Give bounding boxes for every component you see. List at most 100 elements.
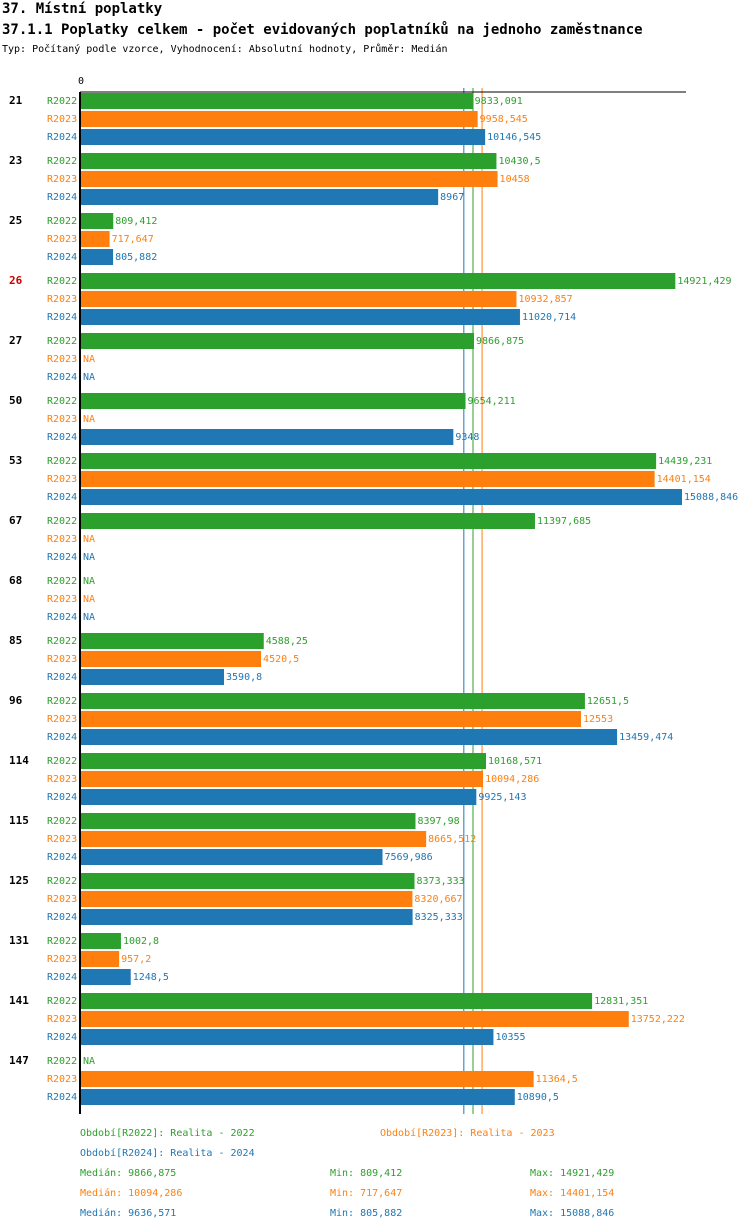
value-label: 11397,685 bbox=[537, 516, 591, 527]
bar-r2022 bbox=[81, 153, 497, 169]
value-label: 10890,5 bbox=[517, 1092, 559, 1103]
series-label: R2023 bbox=[47, 174, 77, 185]
bar-r2022 bbox=[81, 213, 114, 229]
value-label: 14921,429 bbox=[677, 276, 731, 287]
series-label: R2024 bbox=[47, 1032, 77, 1043]
value-label: 805,882 bbox=[115, 252, 157, 263]
value-label: 10168,571 bbox=[488, 756, 542, 767]
legend-median-r2024: Medián: 9636,571 bbox=[80, 1208, 177, 1219]
bar-r2022 bbox=[81, 633, 264, 649]
value-label: NA bbox=[83, 552, 95, 563]
value-label: 7569,986 bbox=[385, 852, 433, 863]
bar-r2022 bbox=[81, 873, 415, 889]
category-label: 141 bbox=[9, 994, 29, 1007]
value-label: NA bbox=[83, 534, 95, 545]
series-label: R2023 bbox=[47, 774, 77, 785]
bar-r2024 bbox=[81, 789, 477, 805]
series-label: R2023 bbox=[47, 834, 77, 845]
series-label: R2023 bbox=[47, 1014, 77, 1025]
value-label: 809,412 bbox=[115, 216, 157, 227]
bar-r2024 bbox=[81, 489, 682, 505]
series-label: R2023 bbox=[47, 114, 77, 125]
category-label: 68 bbox=[9, 574, 22, 587]
series-label: R2024 bbox=[47, 672, 77, 683]
series-label: R2023 bbox=[47, 894, 77, 905]
bar-r2023 bbox=[81, 891, 413, 907]
bar-r2024 bbox=[81, 429, 454, 445]
bar-r2024 bbox=[81, 249, 114, 265]
value-label: 12831,351 bbox=[594, 996, 648, 1007]
legend-max-r2023: Max: 14401,154 bbox=[530, 1188, 615, 1199]
category-label: 23 bbox=[9, 154, 22, 167]
series-label: R2023 bbox=[47, 654, 77, 665]
value-label: NA bbox=[83, 372, 95, 383]
bar-r2022 bbox=[81, 693, 585, 709]
value-label: 9833,091 bbox=[475, 96, 523, 107]
bar-r2023 bbox=[81, 111, 478, 127]
bar-r2022 bbox=[81, 753, 487, 769]
value-label: 11364,5 bbox=[536, 1074, 578, 1085]
value-label: 9654,211 bbox=[468, 396, 516, 407]
category-label: 114 bbox=[9, 754, 29, 767]
series-label: R2022 bbox=[47, 156, 77, 167]
bar-r2024 bbox=[81, 909, 413, 925]
value-label: 8325,333 bbox=[415, 912, 463, 923]
legend-max-r2024: Max: 15088,846 bbox=[530, 1208, 615, 1219]
category-label: 96 bbox=[9, 694, 23, 707]
series-label: R2022 bbox=[47, 636, 77, 647]
legend-median-r2022: Medián: 9866,875 bbox=[80, 1168, 177, 1179]
value-label: 4520,5 bbox=[263, 654, 299, 665]
series-label: R2023 bbox=[47, 534, 77, 545]
series-label: R2022 bbox=[47, 876, 77, 887]
category-label: 26 bbox=[9, 274, 23, 287]
bar-r2022 bbox=[81, 93, 473, 109]
category-label: 85 bbox=[9, 634, 22, 647]
value-label: 8397,98 bbox=[417, 816, 459, 827]
bar-r2024 bbox=[81, 849, 383, 865]
bar-r2022 bbox=[81, 993, 593, 1009]
bar-r2023 bbox=[81, 951, 120, 967]
value-label: 9866,875 bbox=[476, 336, 524, 347]
category-label: 27 bbox=[9, 334, 22, 347]
bar-r2024 bbox=[81, 969, 131, 985]
value-label: 1248,5 bbox=[133, 972, 169, 983]
value-label: 8665,512 bbox=[428, 834, 476, 845]
bar-r2023 bbox=[81, 471, 655, 487]
series-label: R2023 bbox=[47, 354, 77, 365]
value-label: 9348 bbox=[455, 432, 479, 443]
legend-median-r2023: Medián: 10094,286 bbox=[80, 1188, 183, 1199]
bar-r2023 bbox=[81, 651, 262, 667]
chart-title: 37.1.1 Poplatky celkem - počet evidovaný… bbox=[2, 22, 643, 38]
category-label: 67 bbox=[9, 514, 22, 527]
series-label: R2022 bbox=[47, 1056, 77, 1067]
bar-r2024 bbox=[81, 129, 486, 145]
series-label: R2024 bbox=[47, 432, 77, 443]
category-label: 125 bbox=[9, 874, 29, 887]
legend-period-r2022: Období[R2022]: Realita - 2022 bbox=[80, 1128, 255, 1139]
series-label: R2023 bbox=[47, 474, 77, 485]
value-label: 8320,667 bbox=[414, 894, 462, 905]
series-label: R2023 bbox=[47, 954, 77, 965]
bar-r2022 bbox=[81, 333, 475, 349]
value-label: 8967 bbox=[440, 192, 464, 203]
value-label: 1002,8 bbox=[123, 936, 159, 947]
bar-r2024 bbox=[81, 729, 618, 745]
series-label: R2023 bbox=[47, 714, 77, 725]
legend-min-r2022: Min: 809,412 bbox=[330, 1168, 403, 1179]
series-label: R2024 bbox=[47, 552, 77, 563]
series-label: R2023 bbox=[47, 294, 77, 305]
value-label: 3590,8 bbox=[226, 672, 262, 683]
series-label: R2024 bbox=[47, 972, 77, 983]
series-label: R2024 bbox=[47, 372, 77, 383]
bar-r2022 bbox=[81, 453, 657, 469]
chart-meta: Typ: Počítaný podle vzorce, Vyhodnocení:… bbox=[2, 44, 448, 55]
bar-r2023 bbox=[81, 711, 581, 727]
value-label: 15088,846 bbox=[684, 492, 738, 503]
series-label: R2024 bbox=[47, 192, 77, 203]
value-label: 13752,222 bbox=[631, 1014, 685, 1025]
bar-r2023 bbox=[81, 171, 498, 187]
series-label: R2022 bbox=[47, 756, 77, 767]
series-label: R2024 bbox=[47, 1092, 77, 1103]
category-label: 131 bbox=[9, 934, 29, 947]
axis-zero-label: 0 bbox=[78, 76, 84, 87]
